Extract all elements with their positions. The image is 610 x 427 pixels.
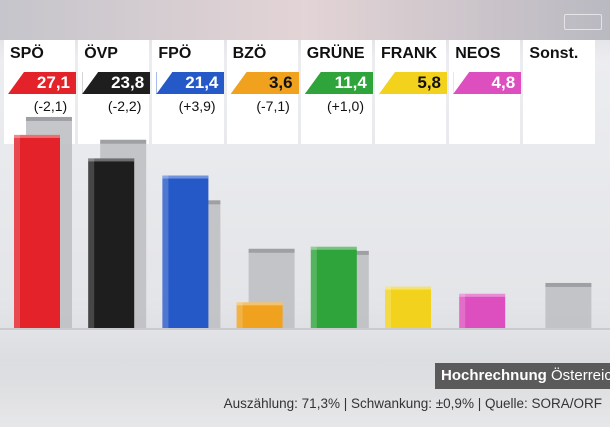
- party-name: SPÖ: [10, 45, 44, 62]
- party-name: ÖVP: [84, 45, 118, 62]
- party-name: GRÜNE: [306, 45, 365, 62]
- bar-top-oevp: [88, 158, 135, 162]
- top-banner: [0, 0, 610, 40]
- bar-previous-top-oevp: [100, 139, 147, 144]
- bar-previous-sonst: [545, 285, 592, 328]
- bar-top-spoe: [14, 134, 60, 138]
- bar-previous-top-spoe: [26, 116, 72, 121]
- party-header-oevp: ÖVP 23,8 (-2,2): [78, 40, 151, 144]
- data-label-frank: 5,8: [379, 72, 447, 94]
- bar-current-spoe: [14, 134, 60, 328]
- projection-label-region: Österreich: [551, 367, 610, 384]
- bar-current-oevp: [88, 158, 135, 328]
- party-header-sonst: Sonst.: [523, 40, 595, 144]
- party-header-bzoe: BZÖ 3,6 (-7,1): [226, 40, 299, 144]
- change-label-gruene: (+1,0): [327, 98, 364, 114]
- change-label-fpoe: (+3,9): [178, 98, 216, 114]
- bar-current-gruene: [310, 246, 357, 328]
- bar-highlight-neos: [459, 293, 466, 328]
- party-name: Sonst.: [529, 45, 579, 62]
- source-footnote: Auszählung: 71,3% | Schwankung: ±0,9% | …: [223, 396, 602, 411]
- party-name: BZÖ: [232, 45, 267, 62]
- bar-highlight-gruene: [310, 246, 317, 328]
- party-header-gruene: GRÜNE 11,4 (+1,0): [300, 40, 373, 144]
- bar-current-neos: [459, 293, 506, 328]
- party-header-frank: FRANK 5,8: [375, 40, 447, 144]
- party-header-neos: NEOS 4,8: [449, 40, 522, 144]
- bar-top-gruene: [310, 246, 357, 250]
- party-header-fpoe: FPÖ 21,4 (+3,9): [152, 40, 225, 144]
- bar-current-fpoe: [162, 175, 209, 328]
- data-label-fpoe: 21,4: [156, 72, 225, 94]
- data-label-bzoe: 3,6: [230, 72, 299, 94]
- bar-previous-top-bzoe: [248, 248, 295, 253]
- bar-current-bzoe: [236, 302, 283, 328]
- bar-top-fpoe: [162, 175, 209, 179]
- bar-highlight-oevp: [88, 158, 95, 328]
- data-label-spoe: 27,1: [8, 72, 76, 94]
- bar-top-bzoe: [236, 302, 283, 306]
- projection-label-bold: Hochrechnung: [441, 367, 547, 384]
- projection-label: Hochrechnung Österreich: [435, 363, 610, 389]
- bar-highlight-bzoe: [236, 302, 243, 328]
- bar-highlight-spoe: [14, 134, 20, 328]
- party-name: NEOS: [455, 45, 501, 62]
- bar-highlight-fpoe: [162, 175, 169, 328]
- bar-current-frank: [385, 286, 431, 328]
- data-label-gruene: 11,4: [304, 72, 373, 94]
- data-label-oevp: 23,8: [82, 72, 151, 94]
- bar-top-frank: [385, 286, 431, 290]
- broadcaster-logo-icon: [564, 14, 602, 30]
- party-name: FRANK: [381, 45, 437, 62]
- party-name: FPÖ: [158, 45, 192, 62]
- data-label-neos: 4,8: [453, 72, 522, 94]
- bar-top-neos: [459, 293, 506, 297]
- bar-highlight-frank: [385, 286, 391, 328]
- bar-previous-top-sonst: [545, 282, 592, 287]
- change-label-oevp: (-2,2): [107, 98, 142, 114]
- change-label-bzoe: (-7,1): [256, 98, 290, 114]
- change-label-spoe: (-2,1): [33, 98, 68, 114]
